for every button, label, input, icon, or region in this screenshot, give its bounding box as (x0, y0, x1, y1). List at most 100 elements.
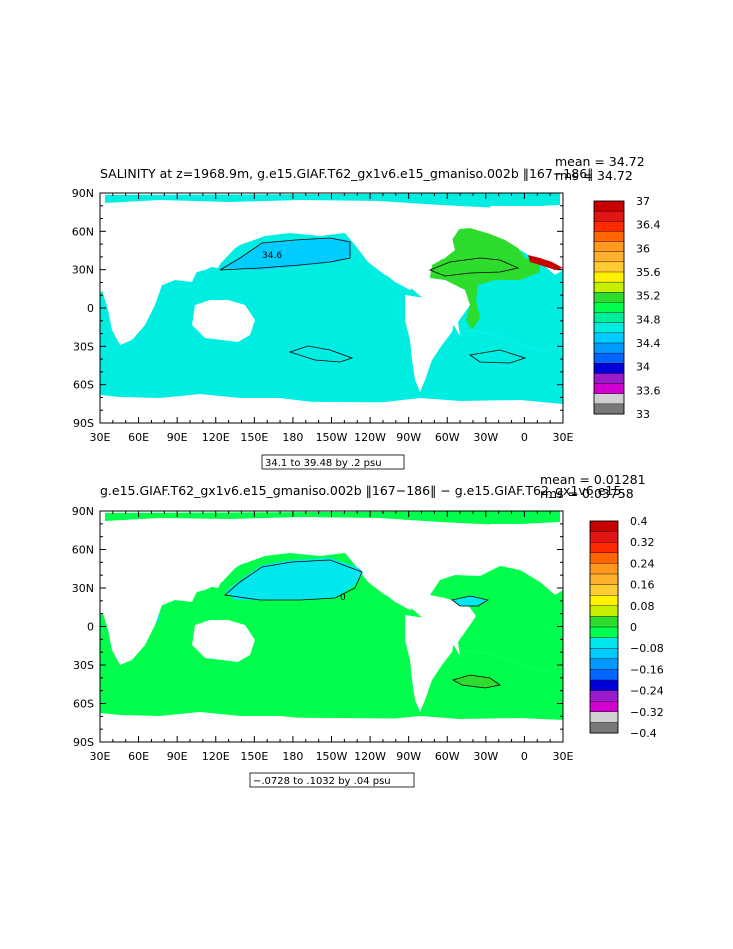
land-europe (490, 524, 563, 572)
colorbar-swatch (593, 281, 625, 293)
x-tick-label: 0 (521, 750, 528, 763)
contour-line (219, 237, 351, 271)
ocean-region-indo-pacific (100, 233, 563, 405)
y-tick-label: 90N (72, 505, 94, 518)
colorbar-swatch (593, 332, 625, 344)
x-tick-label: 60E (128, 431, 149, 444)
contour-info: −.0728 to .1032 by .04 psu (253, 776, 391, 787)
land-australia (192, 620, 255, 662)
contour-line (468, 349, 527, 364)
colorbar-label: 35.2 (636, 290, 661, 303)
colorbar-swatch (589, 605, 619, 617)
x-tick-label: 120E (202, 750, 230, 763)
contour-line (451, 595, 490, 607)
x-tick-label: 120W (354, 750, 386, 763)
axes: 30E 60E 90E 120E 150E 180 150W 120W 90W 60W 30W 0 30… (72, 505, 574, 763)
colorbar-swatch (589, 711, 619, 723)
x-tick-label: 30W (473, 750, 498, 763)
ocean-field: 34.6 (100, 193, 563, 423)
colorbar-label: 0.08 (630, 600, 655, 613)
colorbar-label: 0 (630, 621, 637, 634)
land-europe (490, 206, 563, 252)
ocean-field: 0 (100, 511, 563, 742)
colorbar-swatch (589, 520, 619, 533)
colorbar-swatch (589, 616, 619, 628)
colorbar-swatch (593, 373, 625, 385)
colorbar-swatch (589, 690, 619, 702)
y-tick-label: 30S (73, 659, 94, 672)
y-tick-label: 90S (73, 417, 94, 430)
colorbar-label: 34.8 (636, 313, 661, 326)
contour-line (224, 559, 363, 601)
colorbar-label: −0.32 (630, 706, 664, 719)
x-tick-label: 150E (240, 431, 268, 444)
colorbar-label: 0.24 (630, 557, 655, 570)
colorbar-label: 33.6 (636, 384, 661, 397)
x-tick-label: 60E (128, 750, 149, 763)
x-tick-label: 150W (316, 431, 348, 444)
colorbar-label: 33 (636, 408, 650, 421)
colorbar-swatch (593, 210, 625, 222)
x-tick-label: 30E (553, 750, 574, 763)
colorbar-swatch (593, 292, 625, 303)
colorbar-swatch (593, 312, 625, 324)
colorbar-label: −0.08 (630, 642, 664, 655)
colorbar-swatch (589, 531, 619, 543)
colorbar-swatch (589, 722, 619, 734)
panel-title: SALINITY at z=1968.9m, g.e15.GIAF.T62_gx… (100, 166, 593, 181)
land-asia (100, 206, 250, 275)
colorbar-swatch (589, 542, 619, 554)
x-tick-label: 150E (240, 750, 268, 763)
colorbar-swatch (593, 363, 625, 374)
rms-stat: rms = 0.03758 (540, 486, 634, 501)
colorbar-swatch (589, 701, 619, 713)
y-tick-label: 30S (73, 340, 94, 353)
land-north-america (345, 526, 460, 610)
x-tick-label: 180 (282, 750, 303, 763)
x-tick-label: 180 (282, 431, 303, 444)
colorbar-swatch (593, 231, 625, 243)
colorbar-swatch (589, 658, 619, 670)
land-south-america (405, 295, 455, 392)
ocean-region-indo-pacific (100, 553, 563, 722)
colorbar-label: 36.4 (636, 219, 661, 232)
colorbar-label: 0.32 (630, 536, 655, 549)
colorbar-swatch (593, 352, 625, 364)
land-asia (100, 524, 250, 595)
x-tick-label: 60W (435, 750, 460, 763)
ocean-region-arctic (105, 193, 560, 208)
y-tick-label: 60N (72, 225, 94, 238)
ocean-region-atlantic (430, 566, 563, 672)
ocean-region-south-atlantic-positive (453, 675, 500, 688)
colorbar-swatch (589, 552, 619, 564)
colorbar-swatch (593, 200, 625, 212)
land-north-america (345, 208, 460, 290)
x-tick-label: 120W (354, 431, 386, 444)
colorbar-swatch (589, 637, 619, 649)
colorbar: 0.4 0.32 0.24 0.16 0.08 0 −0.08 −0.16 −0.24 −0.32… (589, 515, 664, 740)
colorbar-swatch (589, 626, 619, 639)
land-africa (100, 263, 162, 345)
axes: 30E 60E 90E 120E 150E 180 150W 120W 90W 60W 30W 0 30… (72, 187, 574, 444)
colorbar-label: 34 (636, 361, 650, 374)
y-tick-label: 90N (72, 187, 94, 200)
colorbar-swatch (593, 241, 625, 253)
colorbar-label: −0.16 (630, 663, 664, 676)
colorbar-swatch (589, 563, 619, 575)
contour-line (428, 257, 520, 277)
x-tick-label: 30E (90, 431, 111, 444)
x-tick-label: 150W (316, 750, 348, 763)
colorbar-frame (589, 520, 619, 734)
colorbar-label: 37 (636, 195, 650, 208)
ocean-region-mediterranean (528, 255, 563, 270)
contour-label: 0 (340, 593, 346, 603)
rms-stat: rms = 34.72 (555, 168, 633, 183)
contour-info-box (249, 772, 415, 788)
colorbar-swatch (589, 669, 619, 681)
colorbar-swatch (589, 584, 619, 596)
x-tick-label: 30W (473, 431, 498, 444)
y-tick-label: 60S (73, 379, 94, 392)
colorbar-swatch (589, 679, 619, 692)
colorbar-swatch (589, 648, 619, 660)
colorbar-label: 0.4 (630, 515, 648, 528)
